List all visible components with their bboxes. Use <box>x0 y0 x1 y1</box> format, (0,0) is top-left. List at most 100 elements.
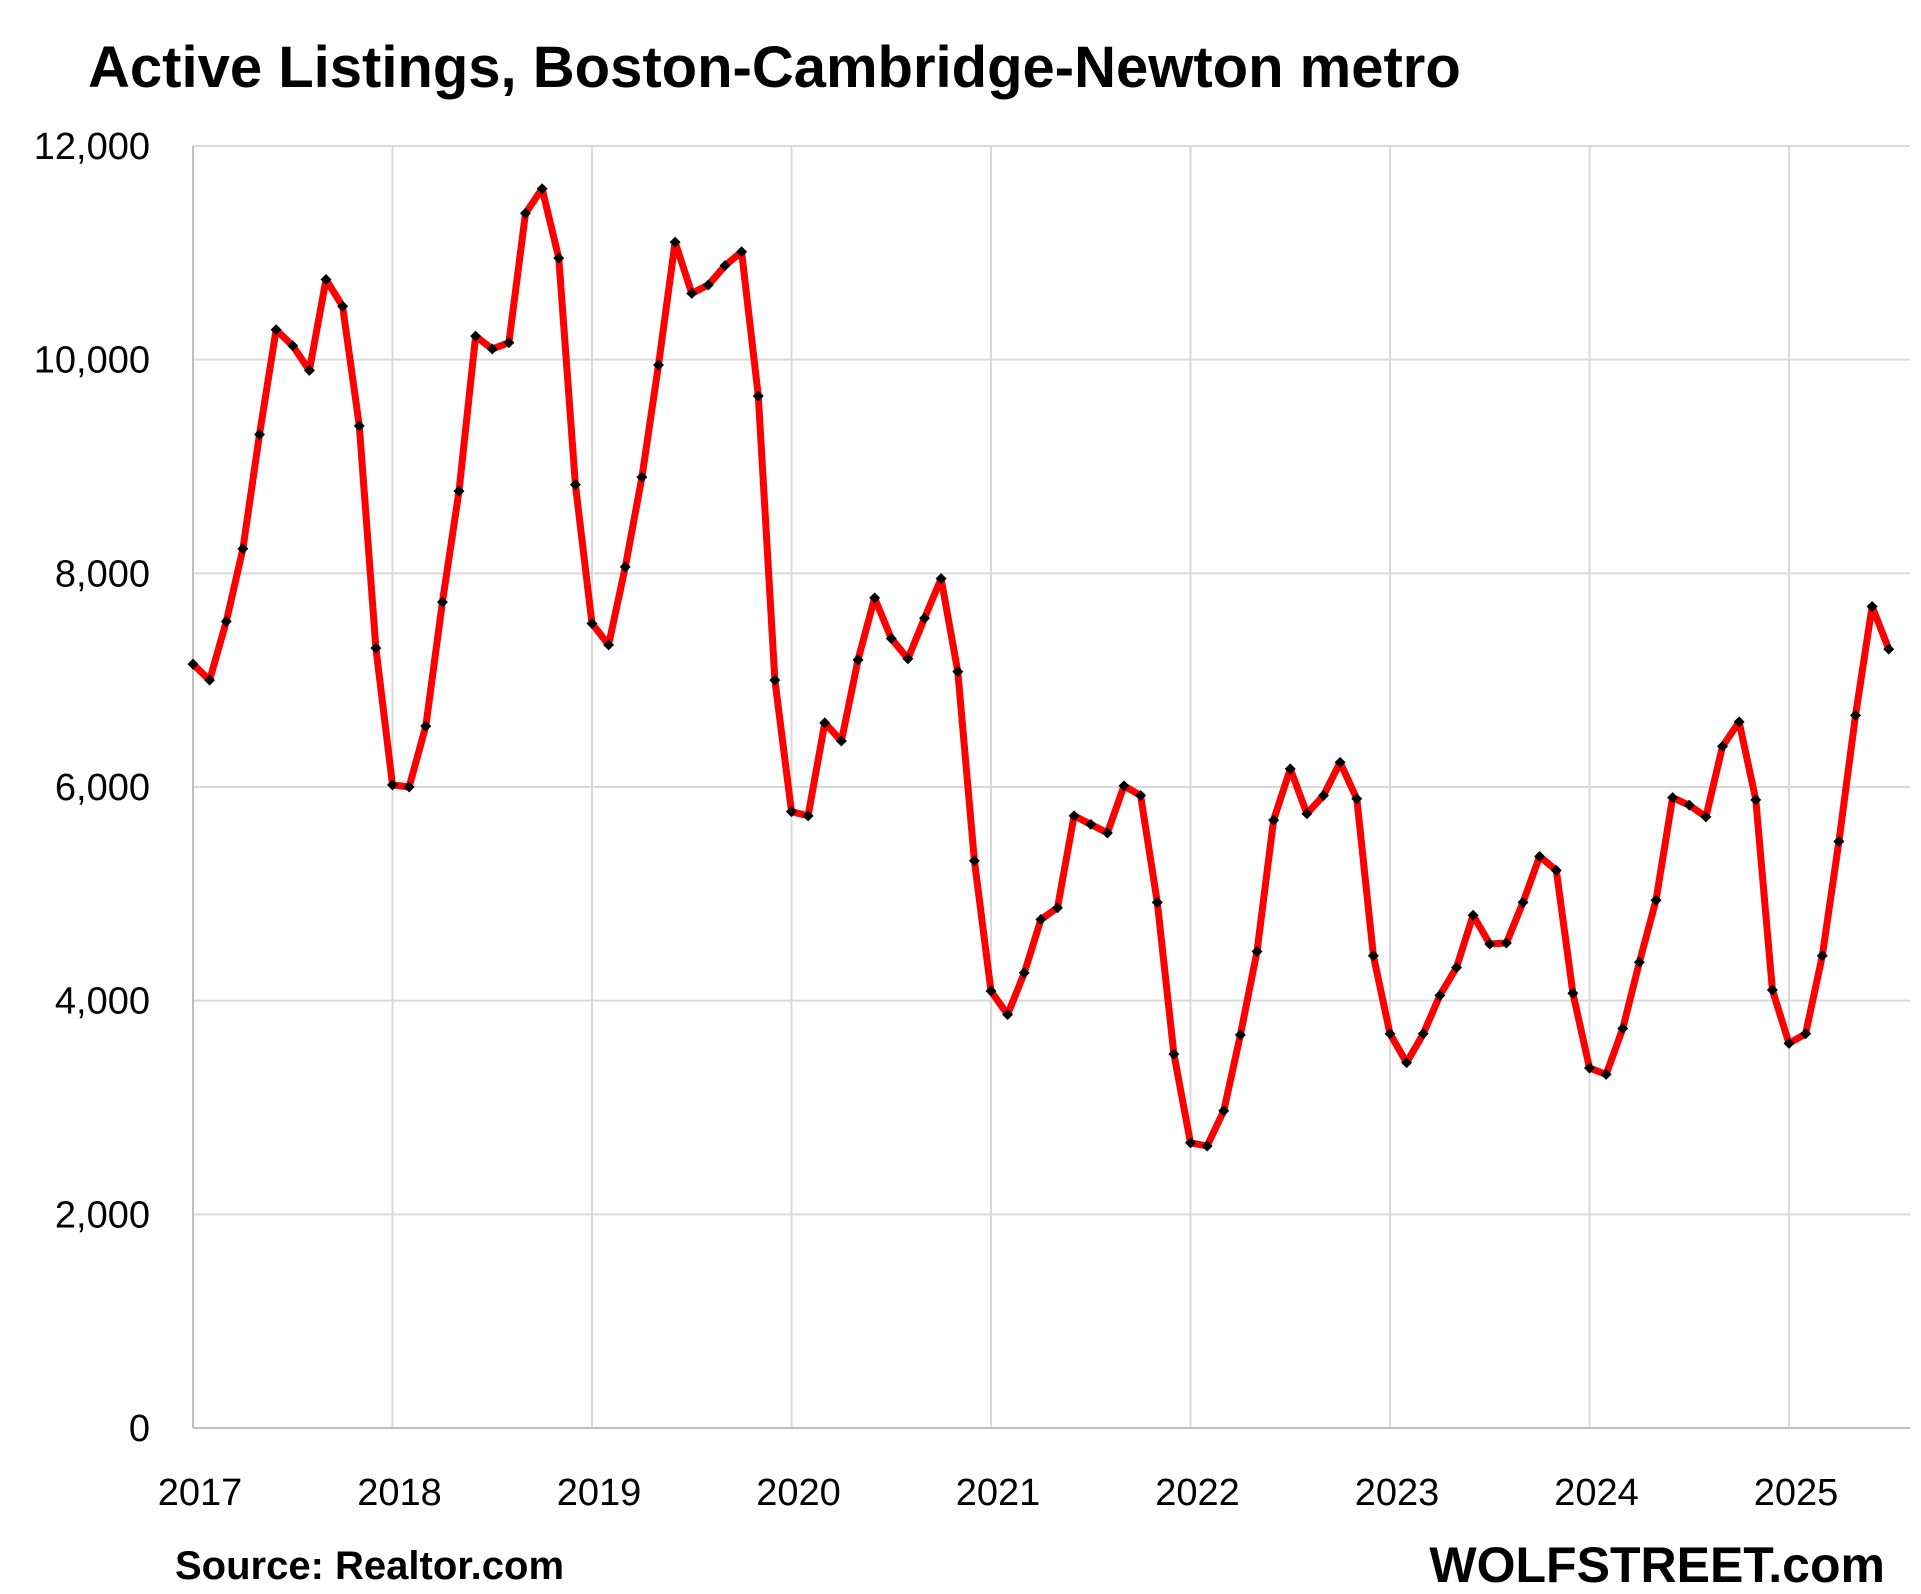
data-point-marker <box>1550 864 1562 876</box>
data-point-marker <box>1833 835 1845 847</box>
data-point-marker <box>403 781 415 793</box>
data-point-marker <box>1434 989 1446 1001</box>
data-point-marker <box>1334 756 1346 768</box>
data-point-marker <box>1650 894 1662 906</box>
data-point-marker <box>420 720 432 732</box>
y-tick-label: 2,000 <box>55 1194 150 1236</box>
data-point-marker <box>337 300 349 312</box>
data-point-marker <box>1401 1057 1413 1069</box>
data-point-marker <box>1284 763 1296 775</box>
data-point-marker <box>1168 1048 1180 1060</box>
data-point-marker <box>1484 938 1496 950</box>
data-point-marker <box>1251 946 1263 958</box>
data-point-marker <box>553 252 565 264</box>
series-markers <box>187 183 1895 1152</box>
data-point-marker <box>1351 793 1363 805</box>
data-point-marker <box>1218 1105 1230 1117</box>
data-point-marker <box>636 471 648 483</box>
data-point-marker <box>885 633 897 645</box>
data-point-marker <box>1883 643 1895 655</box>
data-point-marker <box>503 337 515 349</box>
data-point-marker <box>1384 1028 1396 1040</box>
axes <box>192 146 1910 1429</box>
data-point-marker <box>1085 818 1097 830</box>
data-point-marker <box>802 810 814 822</box>
x-tick-labels: 2017 2018 2019 2020 2021 2022 2023 2024 2025 <box>158 1472 1839 1514</box>
x-tick-label: 2019 <box>557 1472 642 1514</box>
data-point-marker <box>1318 790 1329 802</box>
data-point-marker <box>653 359 664 371</box>
data-point-marker <box>1683 799 1695 811</box>
data-point-marker <box>287 340 299 352</box>
data-point-marker <box>220 615 232 627</box>
data-point-marker <box>1367 950 1379 962</box>
y-tick-label: 10,000 <box>34 340 150 382</box>
data-point-marker <box>453 485 465 497</box>
data-point-marker <box>1151 896 1163 908</box>
data-point-marker <box>952 666 964 678</box>
data-point-marker <box>586 618 598 630</box>
data-point-marker <box>1052 902 1063 914</box>
data-point-marker <box>619 561 631 573</box>
data-point-marker <box>1584 1062 1595 1074</box>
data-point-marker <box>1234 1029 1246 1041</box>
data-point-marker <box>536 183 548 195</box>
data-point-marker <box>1451 962 1462 974</box>
brand-watermark: WOLFSTREET.com <box>1429 1537 1885 1593</box>
data-point-marker <box>1301 808 1313 820</box>
data-point-marker <box>1700 811 1712 823</box>
x-tick-label: 2025 <box>1754 1472 1839 1514</box>
data-point-marker <box>752 390 764 402</box>
y-tick-label: 4,000 <box>55 981 150 1023</box>
data-point-marker <box>436 596 448 608</box>
data-point-marker <box>702 279 714 291</box>
data-point-marker <box>1018 967 1030 979</box>
data-point-marker <box>1717 740 1728 752</box>
data-point-marker <box>569 479 581 491</box>
data-point-marker <box>486 343 498 355</box>
data-point-marker <box>1101 827 1113 839</box>
data-point-marker <box>1766 984 1778 996</box>
data-point-marker <box>204 674 216 686</box>
x-tick-label: 2020 <box>756 1472 841 1514</box>
data-point-marker <box>985 985 997 997</box>
data-point-marker <box>1135 790 1147 802</box>
data-point-marker <box>1517 896 1529 908</box>
data-point-marker <box>1750 794 1762 806</box>
data-point-marker <box>669 236 681 248</box>
data-point-marker <box>520 207 531 219</box>
data-point-marker <box>1667 792 1679 804</box>
y-tick-label: 8,000 <box>55 553 150 595</box>
y-tick-label: 0 <box>129 1408 150 1450</box>
data-point-marker <box>686 287 698 299</box>
data-point-marker <box>1201 1140 1213 1152</box>
y-tick-label: 12,000 <box>34 126 150 168</box>
data-point-marker <box>603 639 615 651</box>
data-point-marker <box>187 658 199 670</box>
data-point-marker <box>968 855 980 867</box>
data-point-marker <box>902 653 914 665</box>
data-point-marker <box>1035 913 1047 925</box>
data-point-marker <box>387 779 398 791</box>
data-point-marker <box>1002 1009 1014 1021</box>
data-point-marker <box>935 573 947 585</box>
data-point-marker <box>1783 1037 1795 1049</box>
data-point-marker <box>270 324 282 336</box>
data-point-marker <box>869 592 881 604</box>
data-point-marker <box>370 642 382 654</box>
data-point-marker <box>1633 956 1645 968</box>
data-point-marker <box>1185 1137 1196 1149</box>
data-point-marker <box>1068 810 1080 822</box>
data-point-marker <box>1866 600 1878 612</box>
data-point-marker <box>254 428 265 440</box>
data-point-marker <box>1467 909 1479 921</box>
data-point-marker <box>835 735 847 747</box>
x-tick-label: 2023 <box>1355 1472 1440 1514</box>
data-point-marker <box>353 420 365 432</box>
series-line-path <box>189 185 1893 1150</box>
grid-lines <box>193 145 1910 1428</box>
data-point-marker <box>1800 1028 1812 1040</box>
data-point-marker <box>919 612 930 624</box>
x-tick-label: 2017 <box>158 1472 243 1514</box>
